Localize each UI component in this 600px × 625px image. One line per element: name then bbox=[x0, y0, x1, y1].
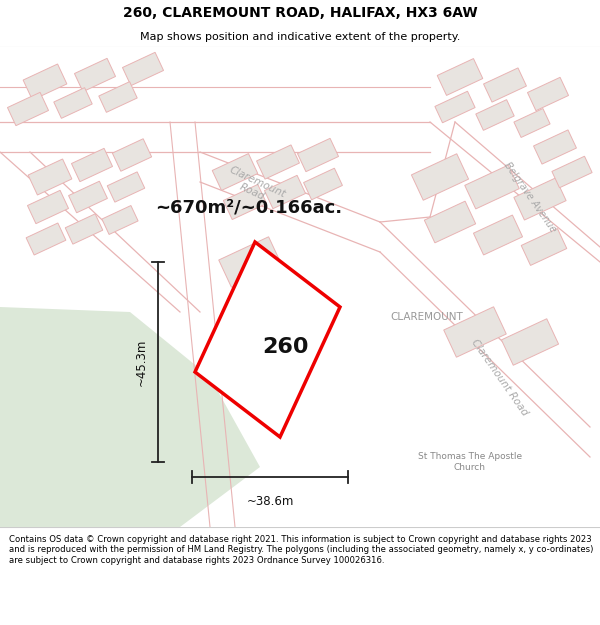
Text: ~45.3m: ~45.3m bbox=[135, 338, 148, 386]
Polygon shape bbox=[195, 242, 340, 437]
Polygon shape bbox=[533, 130, 577, 164]
Polygon shape bbox=[102, 206, 138, 234]
Polygon shape bbox=[484, 68, 526, 102]
Polygon shape bbox=[527, 78, 569, 111]
Polygon shape bbox=[265, 176, 305, 209]
Polygon shape bbox=[435, 91, 475, 123]
Polygon shape bbox=[473, 215, 523, 255]
Polygon shape bbox=[247, 279, 304, 325]
Text: Claremount Road: Claremount Road bbox=[470, 337, 530, 417]
Text: 260, CLAREMOUNT ROAD, HALIFAX, HX3 6AW: 260, CLAREMOUNT ROAD, HALIFAX, HX3 6AW bbox=[122, 6, 478, 20]
Polygon shape bbox=[223, 184, 266, 219]
Polygon shape bbox=[71, 148, 113, 182]
Polygon shape bbox=[298, 138, 338, 172]
Polygon shape bbox=[99, 82, 137, 112]
Polygon shape bbox=[219, 237, 281, 288]
Polygon shape bbox=[304, 168, 343, 200]
Polygon shape bbox=[65, 214, 103, 244]
Polygon shape bbox=[514, 178, 566, 220]
Polygon shape bbox=[122, 52, 164, 86]
Text: ~38.6m: ~38.6m bbox=[247, 495, 293, 508]
Polygon shape bbox=[74, 58, 116, 92]
Polygon shape bbox=[0, 307, 260, 527]
Polygon shape bbox=[437, 59, 483, 96]
Text: ~670m²/~0.166ac.: ~670m²/~0.166ac. bbox=[155, 198, 342, 216]
Text: Claremount
Road: Claremount Road bbox=[223, 164, 287, 209]
Text: 260: 260 bbox=[262, 337, 308, 357]
Polygon shape bbox=[444, 307, 506, 358]
Text: St Thomas The Apostle
Church: St Thomas The Apostle Church bbox=[418, 452, 522, 472]
Polygon shape bbox=[412, 154, 469, 200]
Polygon shape bbox=[112, 139, 152, 171]
Polygon shape bbox=[424, 201, 476, 243]
Polygon shape bbox=[28, 191, 68, 224]
Polygon shape bbox=[502, 319, 559, 365]
Text: Contains OS data © Crown copyright and database right 2021. This information is : Contains OS data © Crown copyright and d… bbox=[9, 535, 593, 564]
Polygon shape bbox=[257, 145, 299, 179]
Polygon shape bbox=[7, 92, 49, 126]
Text: Map shows position and indicative extent of the property.: Map shows position and indicative extent… bbox=[140, 32, 460, 42]
Polygon shape bbox=[476, 99, 514, 131]
Polygon shape bbox=[28, 159, 72, 195]
Polygon shape bbox=[107, 172, 145, 202]
Polygon shape bbox=[552, 156, 592, 188]
Polygon shape bbox=[212, 154, 258, 191]
Polygon shape bbox=[54, 88, 92, 118]
Polygon shape bbox=[68, 181, 107, 213]
Polygon shape bbox=[465, 165, 519, 209]
Text: CLAREMOUNT: CLAREMOUNT bbox=[390, 312, 463, 322]
Polygon shape bbox=[23, 64, 67, 100]
Polygon shape bbox=[26, 223, 66, 255]
Polygon shape bbox=[521, 229, 567, 266]
Text: Belgrave Avenue: Belgrave Avenue bbox=[502, 160, 558, 234]
Polygon shape bbox=[514, 109, 550, 138]
